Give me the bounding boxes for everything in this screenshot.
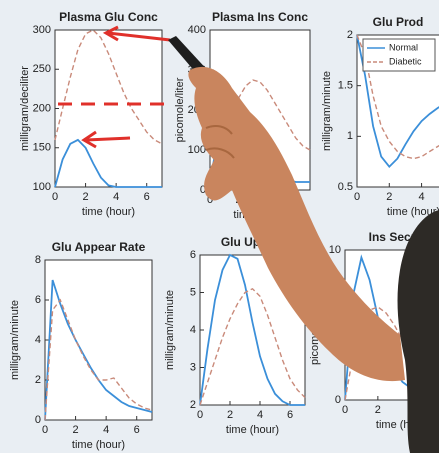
annotation-arrow — [107, 31, 171, 42]
arm — [188, 66, 405, 382]
y-tick-label: 6 — [190, 249, 196, 261]
y-tick-label: 2 — [35, 374, 41, 386]
x-tick-label: 4 — [257, 409, 263, 421]
series-line — [54, 138, 162, 188]
x-tick-label: 0 — [42, 424, 48, 436]
chart-title: Ins Secr — [369, 230, 416, 244]
x-tick-label: 2 — [73, 424, 79, 436]
chart-panel: Glu Appear Rate 0 2 4 6 8 0 2 4 6 time (hour) milli… — [9, 240, 153, 451]
x-tick-label: 6 — [134, 424, 140, 436]
y-tick-label: 0 — [200, 184, 206, 196]
x-tick-label: 0 — [207, 194, 213, 206]
legend-label: Diabetic — [389, 56, 422, 66]
y-tick-label: 2 — [347, 29, 353, 41]
plot-area — [44, 259, 153, 421]
x-tick-label: 0 — [354, 191, 360, 203]
legend-label: Normal — [389, 42, 418, 52]
x-tick-label: 2 — [83, 191, 89, 203]
x-tick-label: 4 — [113, 191, 119, 203]
y-tick-label: 100 — [33, 181, 51, 193]
x-tick-label: 6 — [144, 191, 150, 203]
series-line — [356, 34, 439, 169]
y-tick-label: 6 — [35, 294, 41, 306]
y-tick-label: 150 — [33, 142, 51, 154]
annotation-arrow — [85, 136, 131, 142]
x-axis-label: time (hour) — [226, 424, 279, 436]
legend-box — [362, 38, 436, 72]
y-tick-label: 400 — [188, 24, 206, 36]
series-line — [344, 254, 439, 401]
chart-title: Plasma Ins Conc — [212, 10, 308, 24]
x-tick-label: 2 — [227, 409, 233, 421]
y-tick-label: 2 — [190, 399, 196, 411]
y-tick-label: 200 — [33, 102, 51, 114]
series-line — [199, 253, 305, 406]
foreground — [58, 25, 439, 453]
y-tick-label: 250 — [33, 63, 51, 75]
x-tick-label: 0 — [342, 404, 348, 416]
y-axis-label: milligram/deciliter — [19, 66, 31, 151]
x-tick-label: 6 — [287, 409, 293, 421]
x-tick-label: 4 — [103, 424, 109, 436]
y-tick-label: 4 — [35, 334, 41, 346]
chart-title: Glu Appear Rate — [52, 240, 146, 254]
chart-title: Glu Prod — [373, 15, 424, 29]
x-tick-label: 2 — [386, 191, 392, 203]
y-axis-label: milligram/minute — [321, 71, 333, 151]
y-axis-label: milligram/minute — [164, 290, 176, 370]
y-tick-label: 4 — [190, 324, 196, 336]
annotation-arrowhead — [102, 25, 119, 42]
x-axis-label: time (hour) — [82, 206, 135, 218]
y-tick-label: 0 — [335, 394, 341, 406]
y-tick-label: 10 — [329, 244, 341, 256]
annotation-arrowhead — [81, 130, 97, 149]
y-axis-label: picomole/liter — [174, 77, 186, 142]
chart-title: Plasma Glu Conc — [59, 10, 158, 24]
knuckles — [205, 125, 235, 159]
x-axis-label: time (hour) — [387, 206, 439, 218]
y-tick-label: 3 — [190, 361, 196, 373]
shirt — [397, 210, 439, 453]
plot-area — [54, 29, 163, 188]
series-line — [44, 298, 153, 421]
y-tick-label: 100 — [188, 144, 206, 156]
x-tick-label: 0 — [52, 191, 58, 203]
y-tick-label: 300 — [33, 24, 51, 36]
x-axis-label: time (hour) — [72, 439, 125, 451]
x-tick-label: 4 — [419, 191, 425, 203]
x-tick-label: 0 — [197, 409, 203, 421]
y-tick-label: 8 — [35, 254, 41, 266]
y-tick-label: 0.5 — [338, 181, 353, 193]
y-tick-label: 5 — [190, 286, 196, 298]
series-line — [54, 29, 163, 145]
y-tick-label: 1.5 — [338, 80, 353, 92]
x-tick-label: 2 — [375, 404, 381, 416]
chart-panel: Plasma Glu Conc 100 150 200 250 300 0 2 4 6 time (… — [19, 10, 163, 218]
y-tick-label: 1 — [347, 130, 353, 142]
y-axis-label: milligram/minute — [9, 300, 21, 380]
series-line — [356, 34, 439, 160]
y-tick-label: 0 — [35, 414, 41, 426]
series-line — [199, 287, 306, 406]
